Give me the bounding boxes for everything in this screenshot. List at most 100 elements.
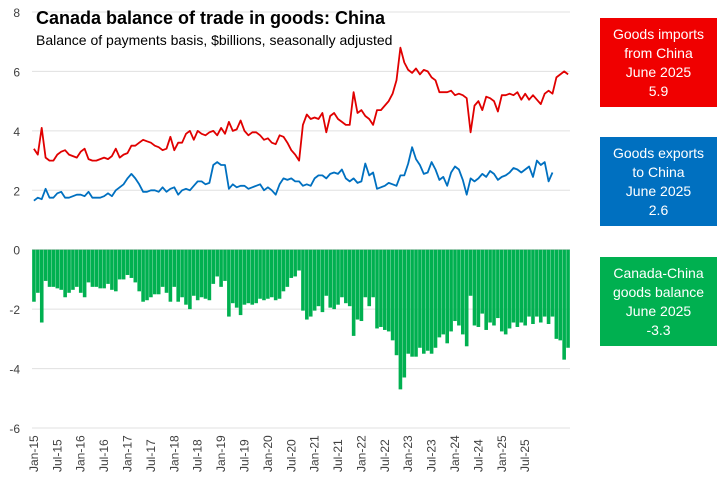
- balance-bar: [149, 249, 153, 298]
- balance-bar: [371, 249, 375, 298]
- balance-bar: [266, 249, 270, 299]
- x-tick-label: Jan-19: [214, 435, 228, 472]
- balance-bar: [480, 249, 485, 314]
- balance-bar: [43, 249, 48, 281]
- balance-bar: [347, 249, 352, 307]
- imports-callout-line2: from China: [624, 44, 693, 61]
- balance-bar: [308, 249, 313, 317]
- imports-callout: Goods imports from China June 2025 5.9: [600, 18, 717, 107]
- balance-bar: [219, 249, 223, 287]
- balance-bar: [340, 249, 344, 298]
- balance-bar: [429, 249, 434, 354]
- balance-bar: [90, 249, 95, 287]
- balance-bar: [156, 249, 161, 295]
- x-tick-label: Jul-18: [191, 439, 205, 472]
- y-tick-label: 0: [13, 244, 20, 258]
- balance-bar: [554, 249, 559, 339]
- y-tick-label: -6: [9, 422, 20, 436]
- balance-bar: [383, 249, 387, 330]
- y-tick-label: 8: [13, 6, 20, 20]
- balance-bar: [238, 249, 243, 316]
- balance-bar: [414, 249, 418, 357]
- balance-bar: [172, 249, 177, 287]
- x-tick-label: Jan-21: [308, 435, 322, 472]
- balance-bar: [234, 249, 239, 308]
- balance-bar: [242, 249, 247, 305]
- balance-bar: [359, 249, 364, 322]
- exports-callout-value: 2.6: [648, 201, 669, 218]
- balance-bar: [527, 249, 531, 317]
- balance-bar: [32, 249, 36, 302]
- balance-bar: [51, 249, 56, 287]
- balance-bar: [332, 249, 336, 310]
- balance-bar: [324, 249, 329, 296]
- x-tick-label: Jul-15: [50, 439, 64, 472]
- balance-bar: [199, 249, 204, 298]
- y-tick-label: 4: [13, 125, 20, 139]
- balance-bar: [277, 249, 282, 299]
- balance-bar: [203, 249, 208, 299]
- balance-bar: [496, 249, 500, 319]
- balance-bar: [312, 249, 317, 311]
- balance-bar: [184, 249, 188, 305]
- balance-bar: [488, 249, 492, 323]
- balance-bar: [160, 249, 165, 287]
- balance-bar: [550, 249, 555, 317]
- balance-bar: [129, 249, 134, 278]
- balance-bar: [137, 249, 142, 292]
- balance-bar: [445, 249, 449, 344]
- balance-bar: [453, 249, 457, 322]
- balance-bar: [289, 249, 294, 278]
- balance-bar: [535, 249, 539, 317]
- x-tick-label: Jul-16: [97, 439, 111, 472]
- balance-bar: [394, 249, 399, 356]
- chart-gridlines: [32, 11, 570, 429]
- balance-bar: [63, 249, 67, 298]
- exports-callout-line3: June 2025: [625, 182, 692, 199]
- x-tick-label: Jul-23: [425, 439, 439, 472]
- x-tick-label: Jan-17: [121, 435, 135, 472]
- balance-bar: [211, 249, 216, 284]
- x-tick-label: Jan-15: [27, 435, 41, 472]
- balance-bar: [82, 249, 87, 298]
- balance-bar: [168, 249, 173, 302]
- balance-bar: [386, 249, 391, 332]
- balance-bar: [258, 249, 262, 299]
- balance-bar: [207, 249, 212, 301]
- balance-callout-line1: Canada-China: [613, 264, 704, 281]
- balance-bar: [47, 249, 52, 287]
- balance-bar: [269, 249, 274, 298]
- balance-bar: [351, 249, 356, 336]
- balance-bar: [293, 249, 297, 277]
- y-tick-label: -2: [9, 303, 20, 317]
- balance-bar: [464, 249, 469, 347]
- balance-bar: [363, 249, 368, 298]
- balance-bar: [316, 249, 321, 307]
- balance-bar: [523, 249, 527, 326]
- balance-bar: [176, 249, 180, 302]
- balance-bar: [180, 249, 184, 298]
- imports-callout-value: 5.9: [648, 82, 669, 99]
- balance-bar: [39, 249, 44, 323]
- x-tick-label: Jul-19: [237, 439, 251, 472]
- balance-bar: [402, 249, 407, 378]
- balance-bar: [145, 249, 149, 301]
- balance-bar: [285, 249, 290, 287]
- balance-bar: [71, 249, 75, 290]
- balance-bar: [250, 249, 255, 305]
- balance-bar: [492, 249, 496, 326]
- balance-bar: [538, 249, 543, 323]
- balance-bar: [336, 249, 340, 305]
- balance-bar: [503, 249, 508, 335]
- balance-bar: [519, 249, 524, 323]
- balance-bar: [344, 249, 348, 304]
- balance-bar: [418, 249, 422, 348]
- balance-bar: [273, 249, 278, 301]
- x-tick-label: Jan-18: [167, 435, 181, 472]
- balance-bar: [110, 249, 114, 290]
- balance-bar: [223, 249, 227, 281]
- balance-bar: [55, 249, 60, 289]
- balance-bar: [468, 249, 473, 296]
- x-tick-label: Jul-25: [518, 439, 532, 472]
- balance-bar: [484, 249, 488, 330]
